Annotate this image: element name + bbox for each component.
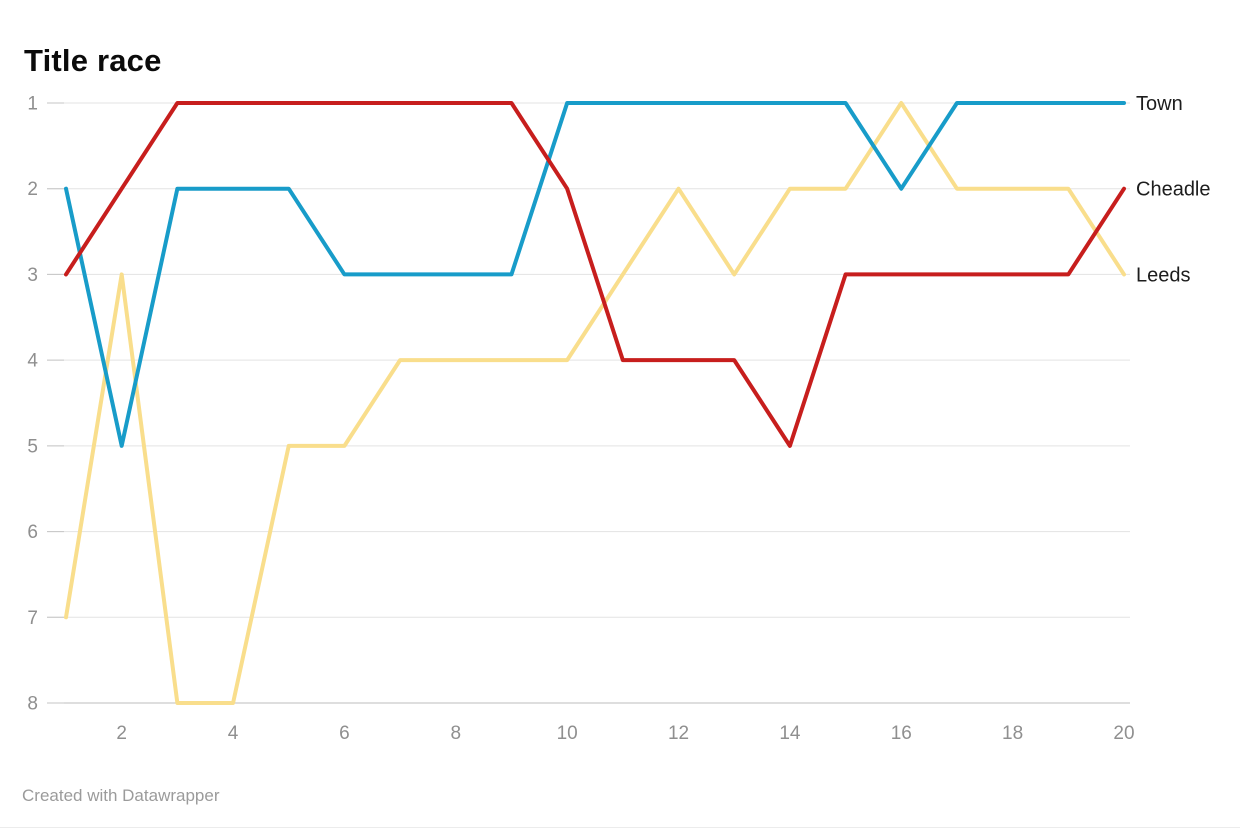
chart-credit: Created with Datawrapper [22, 786, 220, 805]
y-axis-label-7: 7 [27, 608, 38, 629]
bottom-divider [0, 827, 1240, 828]
chart-title: Title race [24, 42, 162, 78]
y-axis-label-1: 1 [27, 94, 38, 115]
y-axis-label-6: 6 [27, 522, 38, 543]
x-axis-label-20: 20 [1113, 723, 1134, 744]
series-label-cheadle: Cheadle [1136, 179, 1211, 201]
x-axis-label-2: 2 [116, 723, 127, 744]
x-axis-label-18: 18 [1002, 723, 1023, 744]
y-axis-label-8: 8 [27, 694, 38, 715]
series-line-town [64, 101, 1126, 448]
y-axis-label-3: 3 [27, 265, 38, 286]
series-label-leeds: Leeds [1136, 264, 1191, 286]
series-line-leeds [64, 101, 1126, 705]
y-axis-label-2: 2 [27, 179, 38, 200]
y-axis-label-5: 5 [27, 436, 38, 457]
x-axis-label-6: 6 [339, 723, 350, 744]
x-axis-label-16: 16 [891, 723, 912, 744]
x-axis-label-12: 12 [668, 723, 689, 744]
x-axis-label-14: 14 [779, 723, 801, 744]
x-axis-label-4: 4 [228, 723, 239, 744]
series-line-cheadle [64, 101, 1126, 448]
y-axis-label-4: 4 [27, 351, 38, 372]
x-axis-label-10: 10 [557, 723, 578, 744]
x-axis-label-8: 8 [451, 723, 462, 744]
series-label-town: Town [1136, 93, 1183, 115]
